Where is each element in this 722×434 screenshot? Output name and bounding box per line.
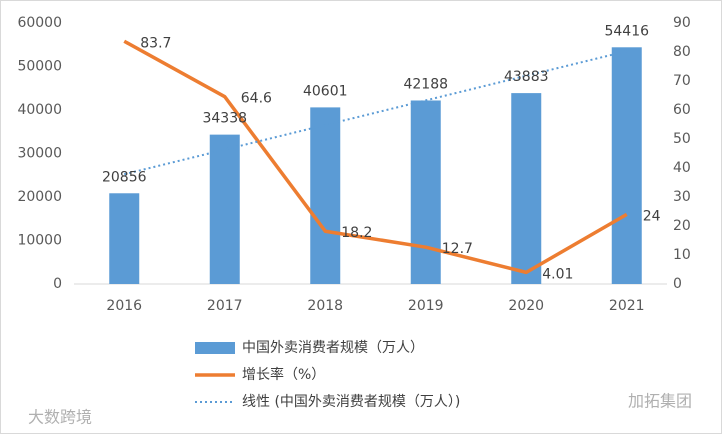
y2-tick-label: 40	[673, 160, 691, 176]
data-label: 34338	[202, 111, 247, 127]
x-tick-label: 2021	[609, 298, 645, 314]
y2-tick-label: 0	[673, 276, 682, 292]
legend-label: 中国外卖消费者规模（万人）	[242, 340, 424, 356]
data-label: 18.2	[341, 225, 372, 241]
y2-tick-label: 60	[673, 102, 691, 118]
bar	[209, 134, 240, 284]
data-label: 54416	[604, 23, 649, 39]
data-label: 24	[643, 208, 661, 224]
trendline	[124, 50, 627, 176]
x-tick-label: 2019	[408, 298, 444, 314]
legend-label: 线性 (中国外卖消费者规模（万人）)	[242, 394, 460, 410]
bar	[410, 100, 441, 284]
line	[123, 39, 628, 275]
legend-label: 增长率（%）	[242, 366, 325, 383]
y2-tick-label: 20	[673, 218, 691, 234]
y-tick-label: 10000	[17, 233, 62, 249]
data-label: 64.6	[241, 91, 272, 107]
watermark: 大数跨境	[28, 408, 92, 427]
legend-swatch	[195, 342, 235, 354]
y-tick-label: 20000	[17, 189, 62, 205]
bar	[611, 47, 642, 284]
bar	[511, 93, 542, 284]
y2-tick-label: 70	[673, 73, 691, 89]
x-tick-label: 2016	[106, 298, 142, 314]
data-label: 83.7	[140, 35, 171, 51]
x-tick-label: 2018	[307, 298, 343, 314]
data-label: 42188	[403, 76, 448, 92]
y2-tick-label: 50	[673, 131, 691, 147]
y-tick-label: 30000	[17, 146, 62, 162]
y-tick-label: 50000	[17, 59, 62, 75]
y2-tick-label: 10	[673, 247, 691, 263]
data-label: 4.01	[542, 266, 573, 282]
x-tick-label: 2020	[508, 298, 544, 314]
bar	[109, 193, 140, 284]
data-label: 12.7	[442, 241, 473, 257]
y2-tick-label: 90	[673, 15, 691, 31]
x-tick-label: 2017	[207, 298, 243, 314]
data-label: 43883	[504, 69, 549, 85]
y-tick-label: 0	[53, 276, 62, 292]
watermark: 加拓集团	[628, 392, 692, 411]
data-label: 40601	[303, 83, 348, 99]
y2-tick-label: 30	[673, 189, 691, 205]
bar	[310, 107, 341, 284]
y2-tick-label: 80	[673, 44, 691, 60]
y-tick-label: 60000	[17, 15, 62, 31]
y-tick-label: 40000	[17, 102, 62, 118]
data-label: 20856	[102, 169, 147, 185]
